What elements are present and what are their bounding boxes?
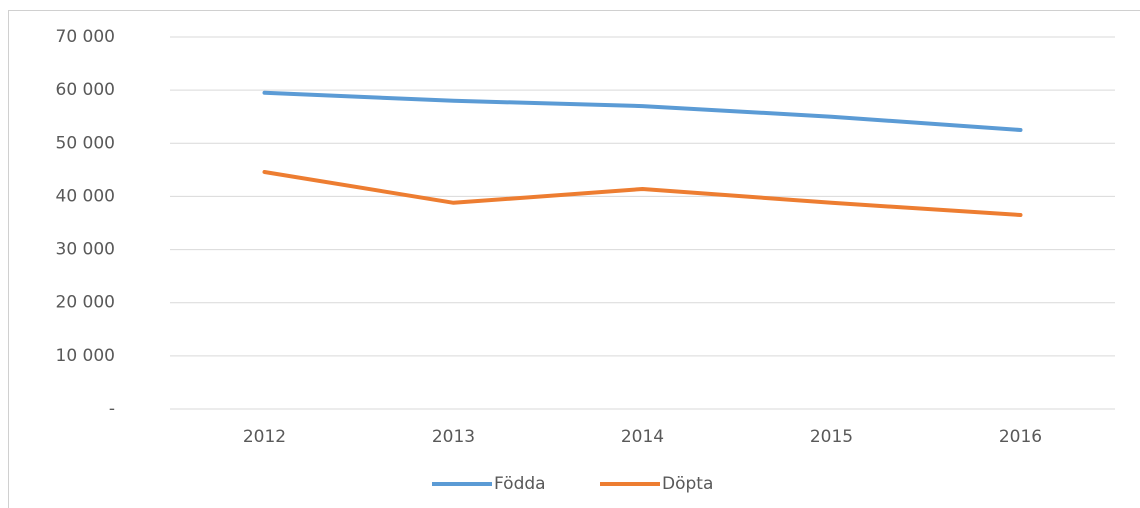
y-tick-label: 60 000: [56, 80, 115, 100]
y-tick-label: 50 000: [56, 133, 115, 153]
x-tick-label: 2016: [999, 427, 1042, 447]
y-tick-label: 10 000: [56, 346, 115, 366]
x-tick-label: 2012: [243, 427, 286, 447]
chart-frame: [8, 10, 1140, 508]
series-line: [262, 169, 1023, 218]
legend-label: Döpta: [662, 474, 713, 494]
y-tick-label: 40 000: [56, 186, 115, 206]
y-tick-label: 70 000: [56, 27, 115, 47]
y-tick-label: 30 000: [56, 240, 115, 260]
series-line: [262, 90, 1023, 132]
x-tick-label: 2014: [621, 427, 664, 447]
legend-label: Födda: [494, 474, 546, 494]
x-tick-label: 2015: [810, 427, 853, 447]
y-tick-label: -: [109, 399, 115, 419]
x-tick-label: 2013: [432, 427, 475, 447]
y-tick-label: 20 000: [56, 293, 115, 313]
